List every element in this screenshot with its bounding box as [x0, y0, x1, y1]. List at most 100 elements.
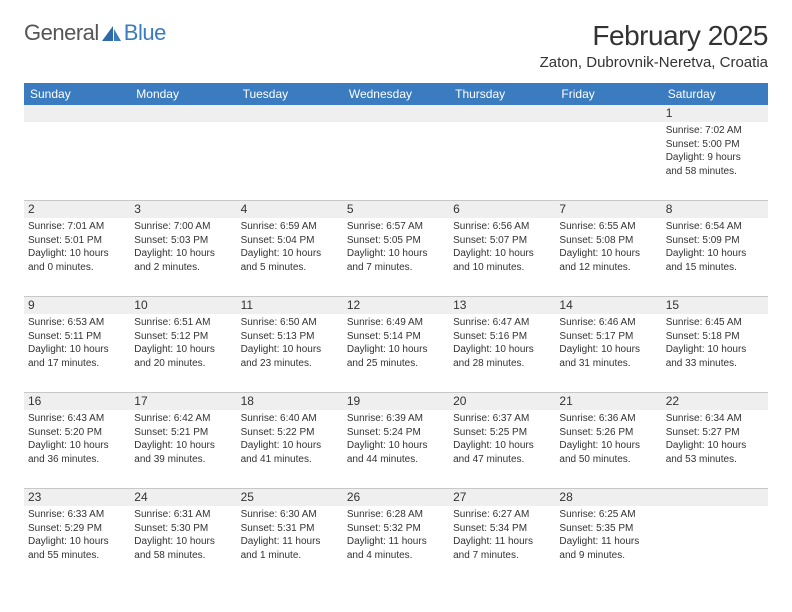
daynum-row: 2345678: [24, 201, 768, 218]
day-cell: Sunrise: 6:51 AMSunset: 5:12 PMDaylight:…: [130, 314, 236, 392]
day-detail: Sunrise: 6:31 AM: [134, 508, 232, 522]
calendar-grid: 1Sunrise: 7:02 AMSunset: 5:00 PMDaylight…: [24, 105, 768, 568]
daynum-row: 9101112131415: [24, 297, 768, 314]
day-number: 16: [24, 393, 130, 410]
week-row: Sunrise: 7:02 AMSunset: 5:00 PMDaylight:…: [24, 122, 768, 201]
day-number: 25: [237, 489, 343, 506]
day-cell: Sunrise: 6:56 AMSunset: 5:07 PMDaylight:…: [449, 218, 555, 296]
day-detail: Sunset: 5:25 PM: [453, 426, 551, 440]
header: General Blue February 2025 Zaton, Dubrov…: [24, 20, 768, 71]
day-number: 14: [555, 297, 661, 314]
day-number: 23: [24, 489, 130, 506]
day-cell: Sunrise: 6:54 AMSunset: 5:09 PMDaylight:…: [662, 218, 768, 296]
day-detail: Sunset: 5:08 PM: [559, 234, 657, 248]
day-detail: Sunset: 5:07 PM: [453, 234, 551, 248]
day-number: 7: [555, 201, 661, 218]
day-number: 5: [343, 201, 449, 218]
day-detail: Daylight: 10 hours: [347, 439, 445, 453]
day-detail: Sunrise: 6:54 AM: [666, 220, 764, 234]
day-detail: Daylight: 11 hours: [347, 535, 445, 549]
day-detail: Daylight: 10 hours: [28, 535, 126, 549]
weekday-label: Tuesday: [237, 83, 343, 105]
day-detail: Daylight: 10 hours: [559, 439, 657, 453]
day-number: 17: [130, 393, 236, 410]
day-detail: Sunset: 5:05 PM: [347, 234, 445, 248]
day-detail: and 0 minutes.: [28, 261, 126, 275]
day-detail: Sunrise: 6:53 AM: [28, 316, 126, 330]
day-detail: Sunset: 5:00 PM: [666, 138, 764, 152]
day-cell: Sunrise: 6:39 AMSunset: 5:24 PMDaylight:…: [343, 410, 449, 488]
day-detail: Sunset: 5:04 PM: [241, 234, 339, 248]
day-detail: Sunset: 5:16 PM: [453, 330, 551, 344]
location: Zaton, Dubrovnik-Neretva, Croatia: [540, 54, 768, 71]
day-detail: Sunrise: 6:27 AM: [453, 508, 551, 522]
day-detail: and 36 minutes.: [28, 453, 126, 467]
day-detail: and 12 minutes.: [559, 261, 657, 275]
day-cell: Sunrise: 7:02 AMSunset: 5:00 PMDaylight:…: [662, 122, 768, 200]
day-cell: [662, 506, 768, 568]
day-detail: and 10 minutes.: [453, 261, 551, 275]
day-detail: Sunrise: 6:34 AM: [666, 412, 764, 426]
day-number: 3: [130, 201, 236, 218]
day-cell: Sunrise: 6:53 AMSunset: 5:11 PMDaylight:…: [24, 314, 130, 392]
day-cell: Sunrise: 6:37 AMSunset: 5:25 PMDaylight:…: [449, 410, 555, 488]
day-cell: Sunrise: 7:01 AMSunset: 5:01 PMDaylight:…: [24, 218, 130, 296]
day-number: 10: [130, 297, 236, 314]
day-detail: Sunset: 5:34 PM: [453, 522, 551, 536]
day-number: 8: [662, 201, 768, 218]
day-detail: Daylight: 10 hours: [453, 247, 551, 261]
day-detail: Daylight: 10 hours: [241, 247, 339, 261]
day-number: 24: [130, 489, 236, 506]
day-detail: Sunrise: 6:28 AM: [347, 508, 445, 522]
day-detail: and 55 minutes.: [28, 549, 126, 563]
day-detail: Sunrise: 6:43 AM: [28, 412, 126, 426]
day-detail: Sunrise: 6:37 AM: [453, 412, 551, 426]
day-detail: Sunrise: 6:42 AM: [134, 412, 232, 426]
day-detail: Daylight: 10 hours: [134, 247, 232, 261]
day-detail: and 39 minutes.: [134, 453, 232, 467]
day-detail: and 2 minutes.: [134, 261, 232, 275]
week-row: Sunrise: 6:43 AMSunset: 5:20 PMDaylight:…: [24, 410, 768, 489]
day-detail: and 28 minutes.: [453, 357, 551, 371]
day-detail: Sunset: 5:11 PM: [28, 330, 126, 344]
day-detail: and 4 minutes.: [347, 549, 445, 563]
day-detail: Sunrise: 6:40 AM: [241, 412, 339, 426]
day-number: 9: [24, 297, 130, 314]
day-detail: Sunrise: 6:47 AM: [453, 316, 551, 330]
day-cell: Sunrise: 6:31 AMSunset: 5:30 PMDaylight:…: [130, 506, 236, 568]
day-detail: Sunrise: 7:02 AM: [666, 124, 764, 138]
day-detail: Sunset: 5:35 PM: [559, 522, 657, 536]
day-cell: Sunrise: 6:45 AMSunset: 5:18 PMDaylight:…: [662, 314, 768, 392]
weekday-label: Wednesday: [343, 83, 449, 105]
day-detail: Sunset: 5:26 PM: [559, 426, 657, 440]
day-cell: Sunrise: 6:25 AMSunset: 5:35 PMDaylight:…: [555, 506, 661, 568]
day-detail: Sunrise: 6:51 AM: [134, 316, 232, 330]
day-cell: Sunrise: 6:28 AMSunset: 5:32 PMDaylight:…: [343, 506, 449, 568]
day-cell: Sunrise: 6:46 AMSunset: 5:17 PMDaylight:…: [555, 314, 661, 392]
day-detail: Sunrise: 6:50 AM: [241, 316, 339, 330]
day-detail: and 7 minutes.: [347, 261, 445, 275]
weekday-label: Saturday: [662, 83, 768, 105]
weekday-label: Friday: [555, 83, 661, 105]
day-detail: and 58 minutes.: [666, 165, 764, 179]
day-detail: Daylight: 10 hours: [559, 343, 657, 357]
day-detail: and 47 minutes.: [453, 453, 551, 467]
brand-part2: Blue: [124, 20, 166, 46]
day-detail: Sunrise: 6:46 AM: [559, 316, 657, 330]
day-detail: and 53 minutes.: [666, 453, 764, 467]
week-row: Sunrise: 7:01 AMSunset: 5:01 PMDaylight:…: [24, 218, 768, 297]
day-detail: Sunset: 5:12 PM: [134, 330, 232, 344]
weekday-label: Thursday: [449, 83, 555, 105]
day-detail: Sunrise: 6:33 AM: [28, 508, 126, 522]
month-title: February 2025: [540, 20, 768, 52]
day-cell: Sunrise: 6:49 AMSunset: 5:14 PMDaylight:…: [343, 314, 449, 392]
day-detail: Daylight: 10 hours: [559, 247, 657, 261]
day-number: 1: [662, 105, 768, 122]
day-detail: Sunset: 5:30 PM: [134, 522, 232, 536]
day-detail: Sunrise: 6:25 AM: [559, 508, 657, 522]
day-number: 20: [449, 393, 555, 410]
day-number: 11: [237, 297, 343, 314]
day-detail: Daylight: 11 hours: [559, 535, 657, 549]
day-detail: Sunset: 5:01 PM: [28, 234, 126, 248]
day-detail: and 31 minutes.: [559, 357, 657, 371]
